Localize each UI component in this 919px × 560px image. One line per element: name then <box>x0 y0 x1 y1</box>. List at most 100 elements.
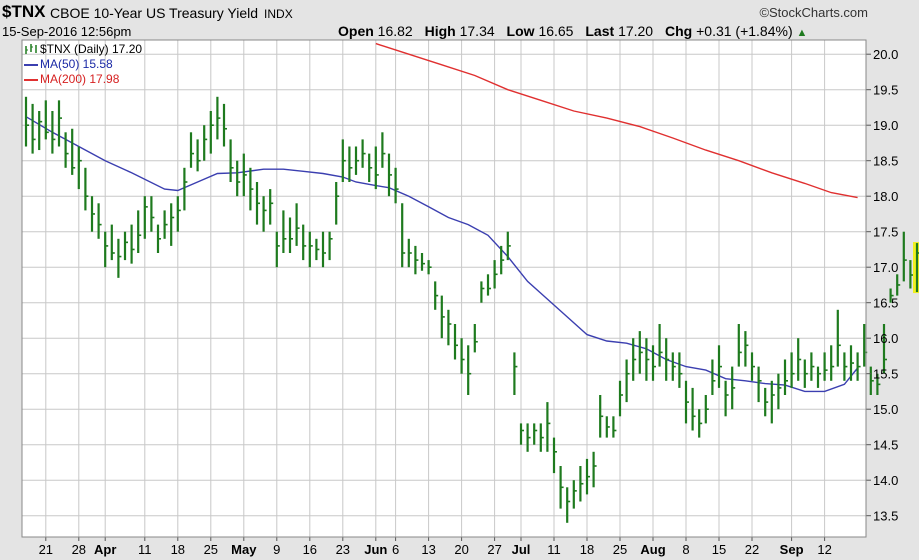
grid-lines <box>22 40 866 537</box>
ohlc-bar <box>387 153 392 197</box>
ohlc-bar <box>123 231 128 261</box>
x-tick-label: Jun <box>364 542 387 557</box>
ohlc-bar <box>803 359 808 388</box>
ohlc-bar <box>295 203 300 246</box>
ohlc-bar <box>361 139 366 168</box>
low-value: 16.65 <box>538 23 574 39</box>
ohlc-bar <box>902 231 907 282</box>
ohlc-bar <box>137 210 142 253</box>
ohlc-bar <box>909 260 914 289</box>
y-tick-label: 14.0 <box>873 473 898 488</box>
ohlc-bar <box>913 242 919 294</box>
x-tick-label: Aug <box>640 542 665 557</box>
ohlc-bar <box>671 352 676 381</box>
x-tick-label: 6 <box>392 542 399 557</box>
x-tick-label: 11 <box>547 542 561 557</box>
last-label: Last <box>585 23 615 39</box>
last-value: 17.20 <box>618 23 654 39</box>
ohlc-bar <box>856 352 861 381</box>
ohlc-bar <box>288 217 293 253</box>
chg-up-arrow-icon: ▲ <box>796 27 808 39</box>
ohlc-bar <box>447 309 452 346</box>
symbol: $TNX <box>2 2 46 21</box>
ohlc-bar <box>143 196 148 239</box>
ohlc-bar <box>632 338 637 381</box>
ohlc-bar <box>308 231 313 268</box>
ohlc-bar <box>401 203 406 268</box>
ohlc-bar <box>566 487 571 523</box>
ohlc-bar <box>24 96 29 147</box>
ohlc-bar <box>156 224 161 253</box>
ohlc-bar <box>638 331 643 374</box>
ohlc-bar <box>552 437 557 474</box>
x-tick-label: 12 <box>817 542 831 557</box>
ohlc-bar <box>625 359 630 403</box>
ohlc-bar <box>44 100 49 140</box>
ohlc-bar <box>618 380 623 417</box>
x-axis: 21 28 Apr 11 18 25 May 9 16 23 Jun 6 13 20 27 Jul 11 18 25… <box>39 537 832 557</box>
instrument-title: CBOE 10-Year US Treasury Yield <box>50 5 259 21</box>
ma50-series <box>25 116 859 393</box>
ohlc-bar <box>651 345 656 381</box>
ohlc-bar <box>216 96 221 140</box>
x-tick-label: 16 <box>303 542 317 557</box>
ohlc-bar <box>407 238 412 268</box>
ohlc-bar <box>282 210 287 253</box>
chg-label: Chg <box>665 23 693 39</box>
y-tick-label: 13.5 <box>873 509 898 524</box>
ohlc-bar <box>31 103 36 154</box>
y-tick-label: 14.5 <box>873 438 898 453</box>
ohlc-bar <box>691 387 696 431</box>
ohlc-bar <box>414 245 419 275</box>
ohlc-bar <box>255 182 260 225</box>
ohlc-bar <box>328 231 333 261</box>
ohlc-bar <box>90 196 95 232</box>
ohlc-bar <box>896 274 901 296</box>
ohlc-bar <box>876 373 881 395</box>
ohlc-bar <box>473 324 478 353</box>
price-bars <box>24 96 919 523</box>
legend-price-label: $TNX (Daily) 17.20 <box>40 42 143 56</box>
ohlc-bar <box>249 167 254 211</box>
legend-ma200: MA(200) 17.98 <box>24 72 142 87</box>
ohlc-bar <box>506 231 511 261</box>
ohlc-bar <box>717 345 722 388</box>
x-tick-label: 28 <box>72 542 86 557</box>
ohlc-bar <box>480 281 485 303</box>
y-tick-label: 17.5 <box>873 225 898 240</box>
chart-header: $TNX CBOE 10-Year US Treasury Yield INDX … <box>0 0 919 40</box>
y-tick-label: 20.0 <box>873 47 898 62</box>
ohlc-bar <box>678 352 683 388</box>
ohlc-bar <box>71 128 76 175</box>
line-swatch-icon <box>24 74 38 85</box>
y-tick-label: 19.5 <box>873 83 898 98</box>
ohlc-bar <box>797 338 802 381</box>
ohlc-bar <box>605 416 610 438</box>
ohlc-bar <box>764 387 769 417</box>
x-tick-label: Sep <box>780 542 804 557</box>
ohlc-bar <box>269 189 274 225</box>
ohlc-bar <box>526 423 531 452</box>
ohlc-bar <box>599 395 604 438</box>
low-label: Low <box>506 23 535 39</box>
open-label: Open <box>338 23 374 39</box>
ohlc-bar <box>869 366 874 395</box>
ohlc-bar <box>236 160 241 197</box>
y-tick-label: 16.0 <box>873 331 898 346</box>
ohlc-bar <box>750 352 755 381</box>
ohlc-bar <box>38 111 43 151</box>
ohlc-bar <box>110 224 115 261</box>
ohlc-summary: Open 16.82 High 17.34 Low 16.65 Last 17.… <box>338 23 807 39</box>
high-label: High <box>424 23 456 39</box>
ohlc-bar <box>427 260 432 275</box>
ohlc-bar <box>189 132 194 168</box>
ohlc-bar <box>559 466 564 509</box>
legend-ma200-label: MA(200) 17.98 <box>40 72 120 86</box>
y-tick-label: 18.5 <box>873 154 898 169</box>
ohlc-bar <box>321 231 326 268</box>
ohlc-bar <box>500 245 505 275</box>
ohlc-bar <box>546 402 551 452</box>
ohlc-bar <box>51 111 56 154</box>
ohlc-bars-icon <box>24 44 38 55</box>
